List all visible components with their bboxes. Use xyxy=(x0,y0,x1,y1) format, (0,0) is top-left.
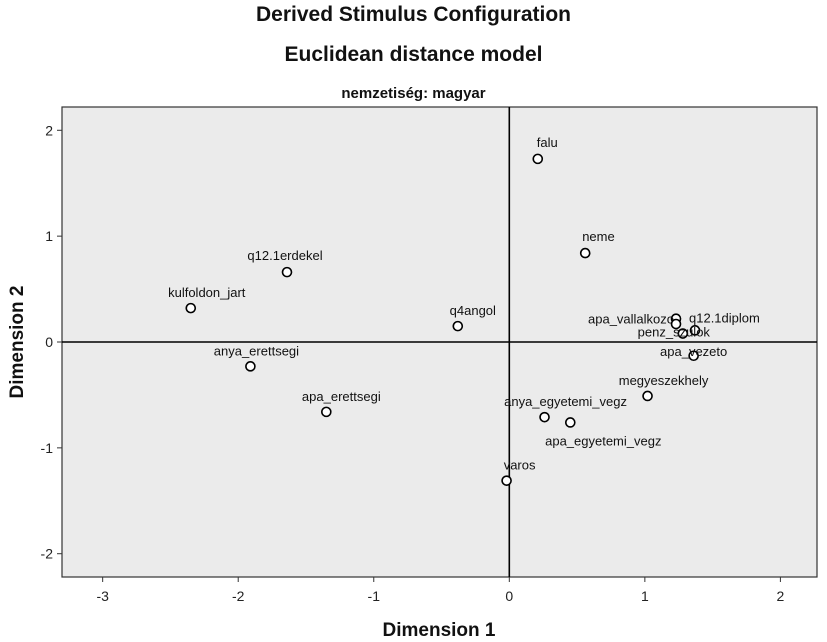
data-point xyxy=(245,361,256,372)
data-point-label: apa_erettsegi xyxy=(302,389,381,404)
chart-title: Derived Stimulus Configuration xyxy=(255,3,572,26)
data-point xyxy=(321,406,332,418)
data-point-label: kulfoldon_jart xyxy=(168,285,246,300)
data-point-label: falu xyxy=(537,135,558,150)
data-point xyxy=(532,153,544,165)
reference-lines xyxy=(62,107,817,577)
data-point xyxy=(281,266,293,278)
y-tick-label: -1 xyxy=(41,440,54,456)
data-point-label: q4angol xyxy=(450,303,496,318)
data-point xyxy=(501,475,512,486)
x-tick-label: -2 xyxy=(232,588,245,604)
x-tick-label: -1 xyxy=(368,588,381,604)
y-tick-label: 1 xyxy=(45,228,53,244)
chart-subtitle: Euclidean distance model xyxy=(284,43,543,66)
data-point xyxy=(670,318,682,330)
y-tick-label: 2 xyxy=(45,122,53,138)
data-point-label: apa_egyetemi_vegz xyxy=(545,433,661,448)
x-tick-label: -3 xyxy=(96,588,109,604)
data-point-label: megyeszekhely xyxy=(619,373,709,388)
data-point-label: anya_erettsegi xyxy=(214,343,299,358)
y-axis-label: Dimension 2 xyxy=(7,286,28,399)
data-point-label: varos xyxy=(504,458,536,473)
data-point xyxy=(689,325,701,336)
data-point-label: q12.1diplom xyxy=(689,310,760,325)
data-point xyxy=(185,302,197,314)
data-points: falu neme q12.1erdekel kulfoldon_jart q4ango… xyxy=(168,135,760,486)
data-point-label: penz_szulok xyxy=(638,325,711,340)
data-point xyxy=(642,390,653,402)
y-tick-label: -2 xyxy=(41,546,54,562)
y-tick-label: 0 xyxy=(45,334,53,350)
panel-title: nemzetiség: magyar xyxy=(341,85,486,102)
data-point-label: q12.1erdekel xyxy=(247,248,322,263)
data-point xyxy=(539,411,550,423)
x-axis: -3 -2 -1 0 1 2 xyxy=(96,577,785,604)
data-point xyxy=(565,417,576,428)
data-point xyxy=(452,320,464,332)
x-axis-label: Dimension 1 xyxy=(383,620,496,641)
y-axis: -2 -1 0 1 2 xyxy=(41,122,62,562)
data-point-label: neme xyxy=(582,229,615,244)
data-point xyxy=(579,247,591,259)
data-point-label: apa_vezeto xyxy=(660,344,727,359)
data-point xyxy=(688,350,699,362)
data-point-label: apa_vallalkozo xyxy=(588,312,674,327)
x-tick-label: 1 xyxy=(641,588,649,604)
data-point xyxy=(677,328,689,339)
x-tick-label: 0 xyxy=(505,588,513,604)
data-point-label: anya_egyetemi_vegz xyxy=(504,394,627,409)
x-tick-label: 2 xyxy=(777,588,785,604)
